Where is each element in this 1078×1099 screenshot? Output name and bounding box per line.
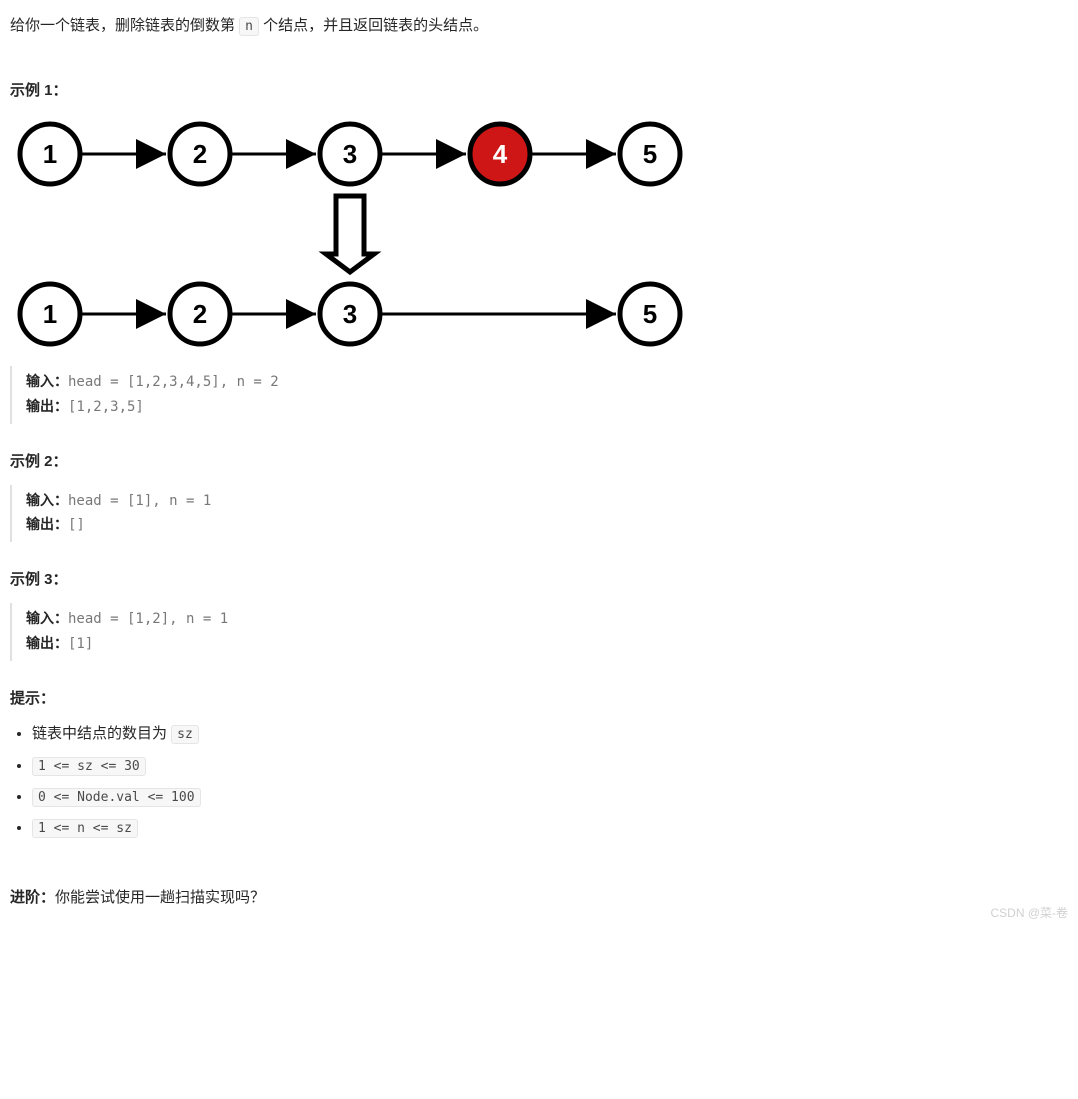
example-output-label: 输出： [26,516,68,532]
example-title: 示例 3： [10,568,1068,589]
hints-title: 提示： [10,687,1068,708]
example-input-value: head = [1,2,3,4,5], n = 2 [68,374,279,390]
list-node-label: 5 [643,299,657,329]
problem-description: 给你一个链表，删除链表的倒数第 n 个结点，并且返回链表的头结点。 [10,12,1068,39]
example-output-label: 输出： [26,635,68,651]
list-node-label: 3 [343,139,357,169]
example-input-value: head = [1,2], n = 1 [68,611,228,627]
linked-list-diagram: 1 2 3 4 5 1 2 3 5 [10,114,710,354]
example-title: 示例 1： [10,79,1068,100]
list-node-label: 5 [643,139,657,169]
hint-code: 0 <= Node.val <= 100 [32,788,201,807]
desc-text-after: 个结点，并且返回链表的头结点。 [259,17,488,34]
hint-item: 1 <= n <= sz [32,819,1068,836]
advanced-text: 你能尝试使用一趟扫描实现吗？ [55,889,265,906]
down-arrow-icon [326,196,374,272]
example-output-label: 输出： [26,398,68,414]
list-node-label: 3 [343,299,357,329]
hint-code: 1 <= sz <= 30 [32,757,146,776]
example-input-value: head = [1], n = 1 [68,493,211,509]
hint-text: 链表中结点的数目为 [32,725,171,742]
list-node-label: 1 [43,139,57,169]
desc-text-before: 给你一个链表，删除链表的倒数第 [10,17,239,34]
hint-item: 链表中结点的数目为 sz [32,722,1068,743]
advanced-label: 进阶： [10,889,55,906]
hint-item: 1 <= sz <= 30 [32,757,1068,774]
example-input-label: 输入： [26,373,68,389]
hint-code: 1 <= n <= sz [32,819,138,838]
list-node-label: 4 [493,139,508,169]
advanced-section: 进阶：你能尝试使用一趟扫描实现吗？ [10,886,1068,907]
list-node-label: 2 [193,299,207,329]
example-output-value: [1,2,3,5] [68,399,144,415]
watermark: CSDN @菜-卷 [990,904,1068,921]
example-block: 输入：head = [1], n = 1输出：[] [10,485,1068,543]
hint-code: sz [171,725,199,744]
list-node-label: 2 [193,139,207,169]
example-block: 输入：head = [1,2], n = 1输出：[1] [10,603,1068,661]
example-title: 示例 2： [10,450,1068,471]
example-output-value: [] [68,517,85,533]
example-input-label: 输入： [26,610,68,626]
example-output-value: [1] [68,636,93,652]
hint-item: 0 <= Node.val <= 100 [32,788,1068,805]
hints-list: 链表中结点的数目为 sz 1 <= sz <= 30 0 <= Node.val <… [10,722,1068,836]
example-input-label: 输入： [26,492,68,508]
example-block: 输入：head = [1,2,3,4,5], n = 2输出：[1,2,3,5] [10,366,1068,424]
desc-code-token: n [239,17,259,36]
list-node-label: 1 [43,299,57,329]
